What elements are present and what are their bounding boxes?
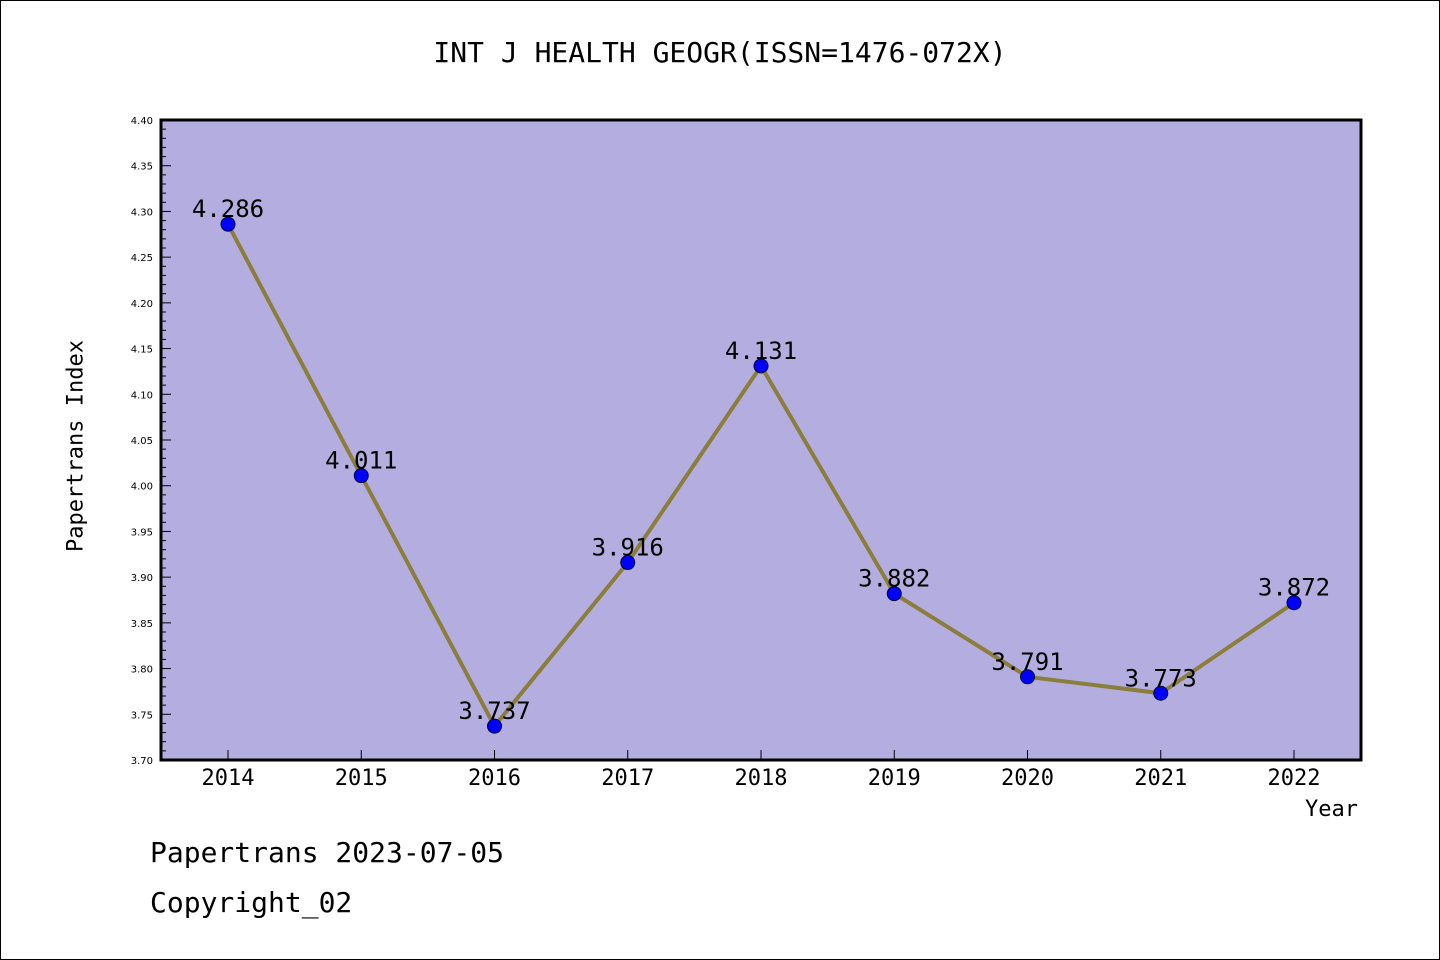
- data-label: 3.791: [991, 648, 1063, 676]
- y-tick-label: 4.15: [131, 345, 153, 356]
- data-label: 3.916: [592, 534, 664, 562]
- plot-area: [161, 120, 1361, 760]
- x-tick-label: 2021: [1134, 766, 1187, 791]
- y-tick-label: 3.75: [131, 710, 153, 721]
- x-tick-label: 2019: [868, 766, 921, 791]
- y-tick-label: 4.30: [131, 207, 153, 218]
- data-point-marker: [1153, 685, 1169, 701]
- y-tick-label: 4.35: [131, 162, 153, 173]
- data-point-marker: [1286, 595, 1302, 611]
- x-tick-label: 2014: [202, 766, 255, 791]
- y-tick-label: 4.40: [131, 116, 153, 127]
- y-tick-label: 4.00: [131, 482, 153, 493]
- data-point-marker: [353, 468, 369, 484]
- chart-title: INT J HEALTH GEOGR(ISSN=1476-072X): [433, 36, 1007, 69]
- plot-border: [159, 118, 1363, 762]
- data-point-marker: [487, 718, 502, 734]
- y-tick-label: 4.20: [131, 299, 153, 310]
- data-label: 3.737: [458, 697, 530, 725]
- data-label: 4.131: [725, 337, 797, 365]
- x-tick-label: 2022: [1268, 766, 1321, 791]
- y-tick-label: 4.25: [131, 253, 153, 264]
- x-tick-label: 2017: [601, 766, 654, 791]
- x-tick-label: 2016: [468, 766, 521, 791]
- x-axis-label: Year: [1305, 797, 1358, 822]
- y-tick-label: 4.10: [131, 390, 153, 401]
- data-point-marker: [886, 586, 902, 602]
- footer-date: Papertrans 2023-07-05: [150, 836, 505, 869]
- y-tick-label: 4.05: [131, 436, 153, 447]
- footer-copyright: Copyright_02: [150, 886, 353, 919]
- x-tick-label: 2018: [735, 766, 788, 791]
- y-tick-label: 3.80: [131, 665, 153, 676]
- data-label: 3.773: [1125, 664, 1197, 692]
- data-point-marker: [1020, 669, 1035, 685]
- y-tick-label: 3.70: [131, 756, 153, 767]
- data-label: 3.882: [858, 565, 930, 593]
- data-label: 4.011: [325, 447, 397, 475]
- data-point-marker: [753, 358, 769, 374]
- data-point-marker: [220, 216, 236, 232]
- data-label: 3.872: [1258, 574, 1330, 602]
- x-tick-label: 2020: [1001, 766, 1054, 791]
- y-tick-label: 3.90: [131, 573, 153, 584]
- y-tick-label: 3.95: [131, 527, 153, 538]
- data-point-marker: [620, 555, 636, 571]
- x-tick-label: 2015: [335, 766, 388, 791]
- data-label: 4.286: [192, 195, 264, 223]
- y-tick-label: 3.85: [131, 619, 153, 630]
